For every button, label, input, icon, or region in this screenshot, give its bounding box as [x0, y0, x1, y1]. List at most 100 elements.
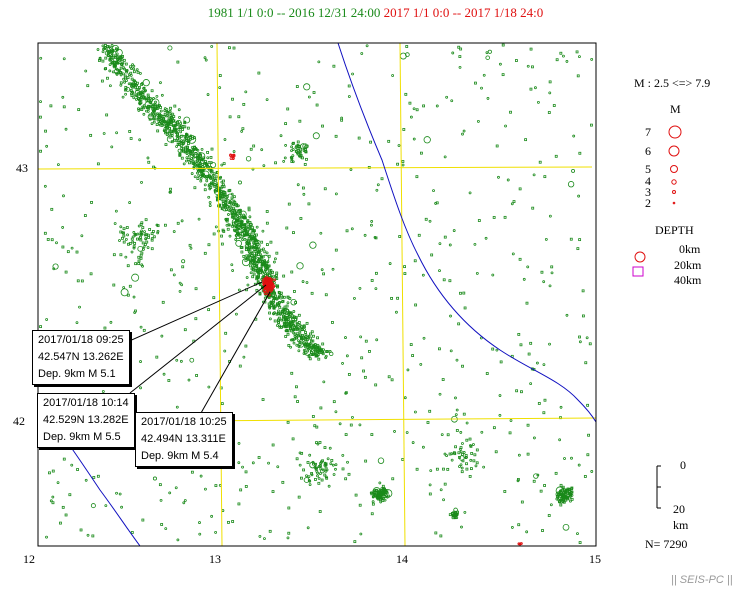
earthquake-marker	[526, 265, 530, 269]
earthquake-marker	[131, 63, 134, 67]
earthquake-marker	[154, 100, 157, 104]
earthquake-marker	[459, 291, 462, 295]
earthquake-marker	[120, 505, 123, 509]
earthquake-marker	[308, 357, 312, 361]
earthquake-marker	[147, 113, 154, 120]
earthquake-marker	[160, 334, 164, 338]
event-datetime: 2017/01/18 10:25	[141, 416, 227, 428]
earthquake-marker	[230, 263, 234, 267]
earthquake-marker	[516, 478, 520, 481]
earthquake-marker	[561, 485, 565, 489]
earthquake-marker	[322, 272, 326, 276]
earthquake-marker	[80, 234, 84, 238]
earthquake-marker	[424, 217, 428, 221]
earthquake-marker	[111, 61, 114, 65]
earthquake-marker	[128, 130, 132, 133]
earthquake-marker	[248, 251, 252, 255]
earthquake-marker	[199, 153, 202, 157]
earthquake-marker	[334, 248, 338, 252]
earthquake-marker	[578, 238, 582, 242]
earthquake-marker	[152, 104, 156, 108]
earthquake-marker	[198, 159, 201, 163]
earthquake-marker	[180, 149, 184, 153]
earthquake-marker	[231, 212, 235, 216]
earthquake-marker	[252, 144, 256, 148]
earthquake-marker	[536, 361, 539, 365]
earthquake-marker	[452, 451, 456, 455]
earthquake-marker	[261, 271, 264, 275]
earthquake-marker	[509, 110, 512, 114]
earthquake-marker	[209, 176, 212, 179]
earthquake-marker	[377, 457, 385, 464]
earthquake-marker	[269, 268, 273, 272]
earthquake-marker	[401, 163, 405, 167]
earthquake-marker	[204, 162, 208, 166]
earthquake-marker	[261, 398, 265, 401]
earthquake-marker	[468, 437, 472, 441]
earthquake-marker	[168, 190, 172, 194]
earthquake-marker	[306, 461, 310, 464]
earthquake-marker	[487, 49, 492, 54]
earthquake-marker	[125, 87, 131, 92]
earthquake-marker	[360, 52, 364, 55]
earthquake-marker	[326, 350, 329, 353]
earthquake-marker	[192, 165, 196, 169]
earthquake-marker	[151, 107, 155, 111]
earthquake-marker	[286, 107, 290, 111]
earthquake-marker	[292, 341, 296, 345]
earthquake-marker	[324, 293, 328, 297]
earthquake-marker	[190, 157, 193, 160]
earthquake-marker	[302, 342, 306, 346]
earthquake-marker	[304, 333, 308, 337]
earthquake-marker	[349, 423, 353, 427]
earthquake-marker	[484, 236, 488, 240]
earthquake-marker	[277, 309, 280, 313]
earthquake-marker	[203, 251, 207, 255]
earthquake-marker	[222, 191, 226, 194]
earthquake-marker	[118, 239, 121, 242]
earthquake-marker	[256, 256, 260, 260]
earthquake-marker	[231, 97, 234, 101]
earthquake-marker	[318, 472, 322, 476]
earthquake-marker	[271, 270, 274, 274]
earthquake-marker	[211, 173, 215, 177]
earthquake-marker	[123, 74, 127, 78]
earthquake-marker	[281, 317, 285, 321]
earthquake-marker	[271, 443, 275, 447]
earthquake-marker	[190, 470, 194, 474]
earthquake-marker	[256, 248, 259, 252]
earthquake-marker	[164, 143, 168, 146]
earthquake-marker	[359, 532, 363, 536]
earthquake-marker	[297, 313, 301, 317]
earthquake-marker	[242, 102, 246, 106]
earthquake-marker	[187, 158, 191, 161]
earthquake-marker	[232, 154, 236, 158]
earthquake-marker	[205, 163, 209, 167]
earthquake-marker	[510, 202, 514, 206]
earthquake-marker	[240, 230, 244, 234]
earthquake-marker	[228, 200, 232, 204]
earthquake-marker	[195, 161, 199, 165]
earthquake-marker	[263, 250, 267, 254]
earthquake-marker	[90, 503, 96, 509]
earthquake-marker	[141, 226, 145, 229]
earthquake-marker	[134, 84, 138, 87]
earthquake-marker	[193, 175, 197, 179]
earthquake-marker	[237, 288, 241, 292]
earthquake-marker	[569, 237, 573, 241]
earthquake-marker	[245, 254, 249, 258]
earthquake-marker	[332, 400, 336, 404]
earthquake-marker	[104, 67, 107, 70]
earthquake-marker	[138, 102, 142, 106]
earthquake-marker	[308, 479, 312, 483]
earthquake-marker	[207, 385, 211, 389]
earthquake-marker	[130, 250, 134, 254]
earthquake-marker	[257, 456, 261, 459]
earthquake-marker	[220, 234, 223, 238]
earthquake-marker	[568, 492, 572, 496]
earthquake-marker	[235, 312, 238, 316]
earthquake-marker	[307, 95, 311, 99]
earthquake-marker	[169, 187, 172, 191]
earthquake-marker	[581, 289, 585, 293]
earthquake-marker	[172, 273, 176, 277]
